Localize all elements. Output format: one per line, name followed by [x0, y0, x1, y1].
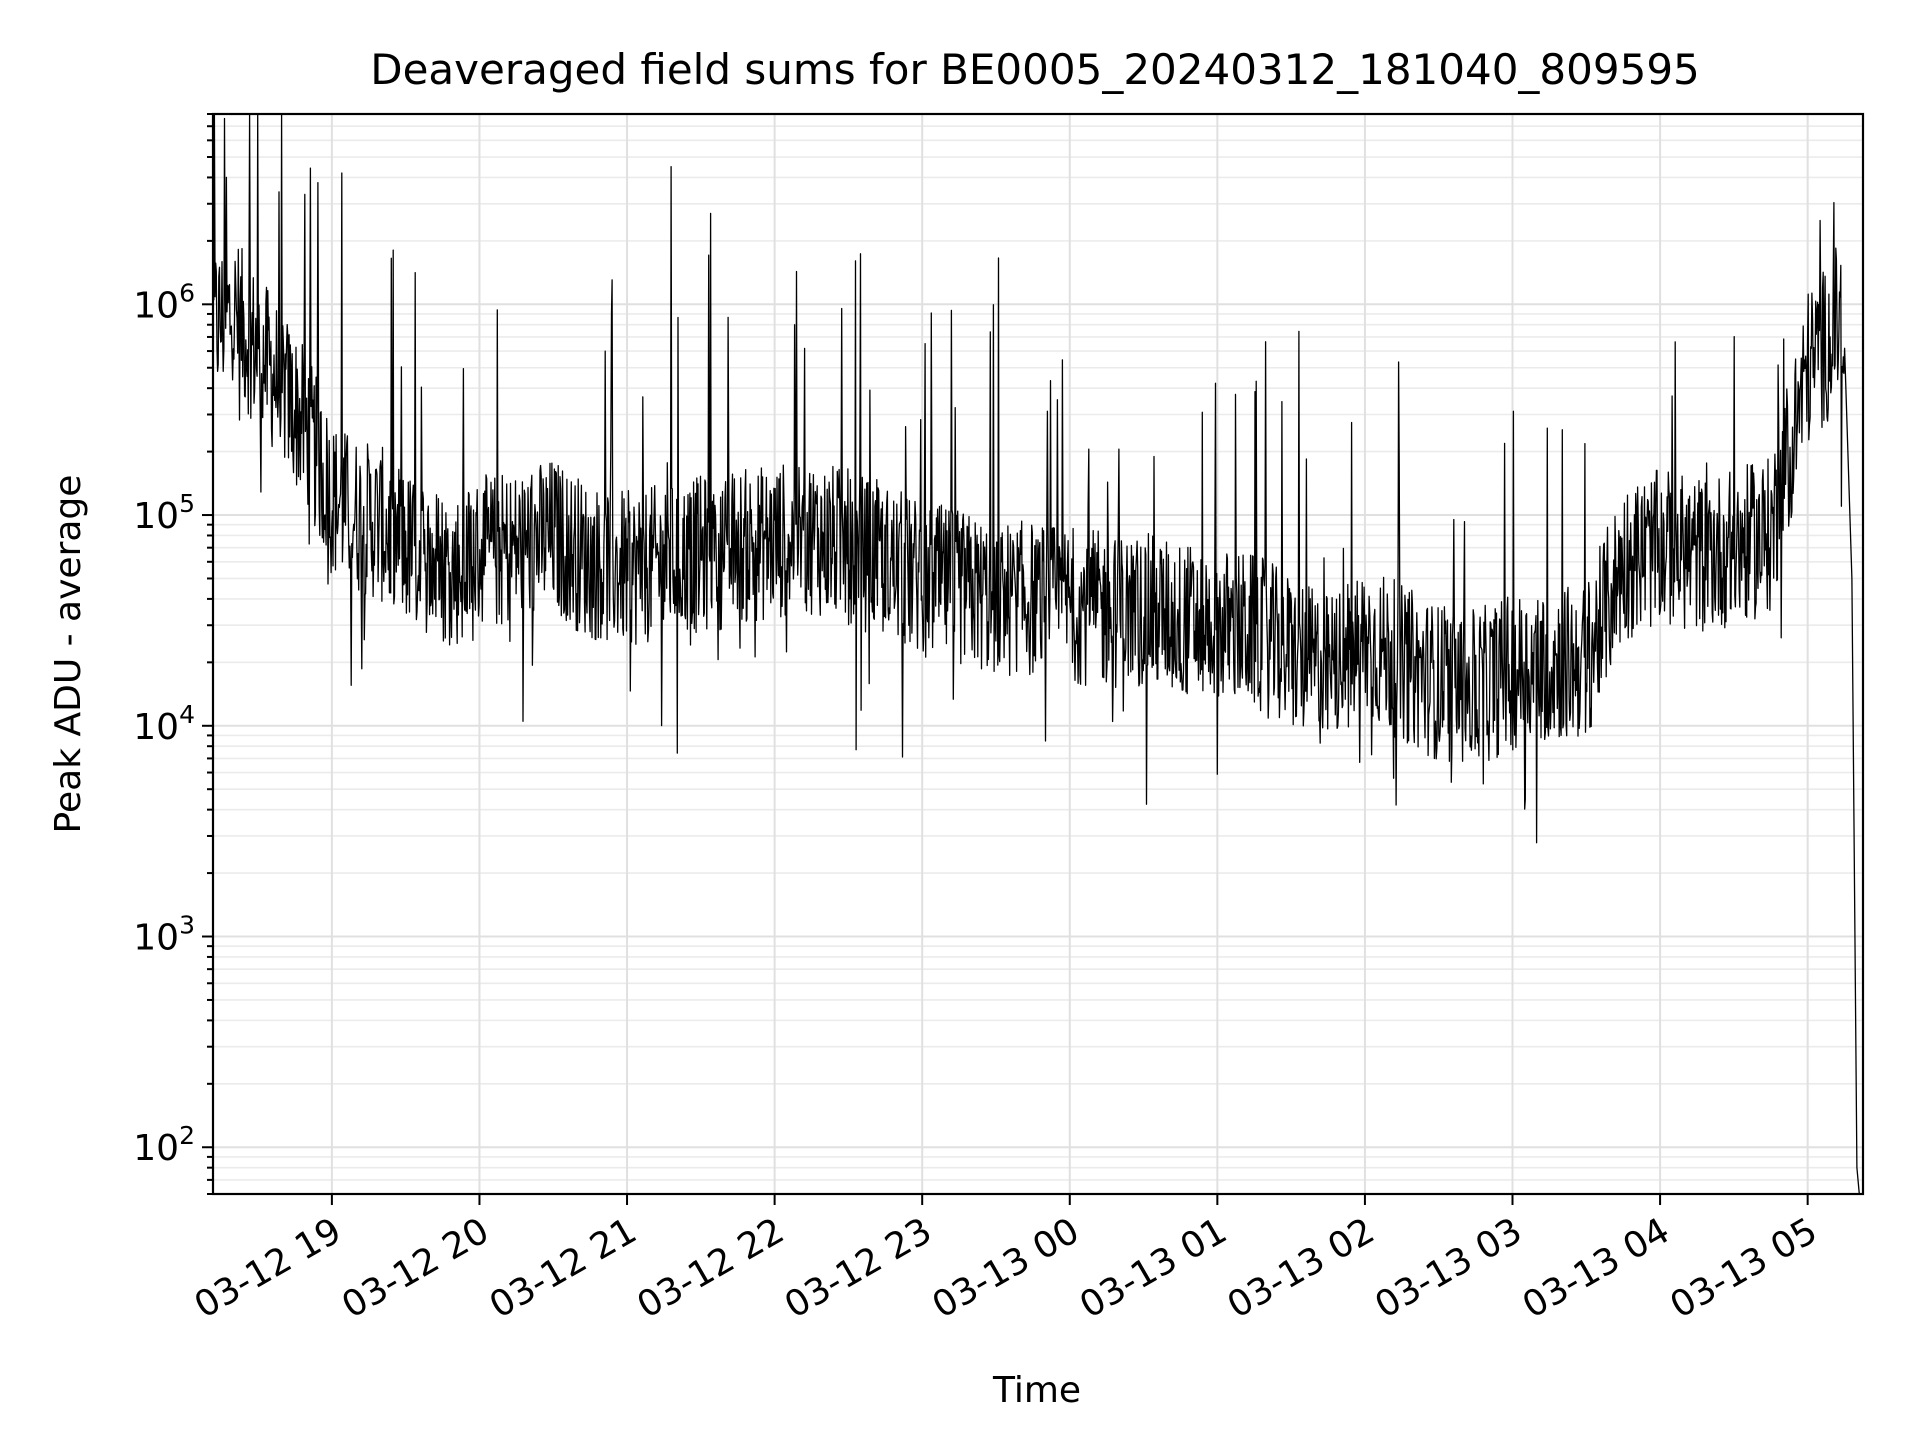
- series-line: [213, 113, 1860, 1195]
- y-axis-label: Peak ADU - average: [48, 475, 89, 834]
- x-tick-label: 03-12 20: [335, 1210, 496, 1326]
- x-tick-label: 03-12 22: [630, 1210, 791, 1326]
- y-tick-label: 104: [133, 700, 195, 748]
- y-tick-label: 103: [133, 911, 195, 959]
- minor-gridlines: [213, 113, 1863, 1195]
- x-tick-label: 03-13 04: [1516, 1210, 1677, 1326]
- plot-frame: [211, 112, 1865, 1196]
- major-gridlines: [213, 114, 1863, 1194]
- x-tick-label: 03-13 02: [1221, 1210, 1382, 1326]
- x-tick-label: 03-13 03: [1368, 1210, 1529, 1326]
- x-tick-label: 03-12 19: [188, 1210, 349, 1326]
- x-tick-label: 03-13 00: [926, 1210, 1087, 1326]
- chart-title: Deaveraged field sums for BE0005_2024031…: [370, 45, 1700, 94]
- y-axis: 102 103 104 105 106: [133, 113, 213, 1195]
- x-tick-label: 03-13 05: [1663, 1210, 1824, 1326]
- x-tick-label: 03-12 23: [778, 1210, 939, 1326]
- y-tick-label: 106: [133, 278, 195, 326]
- x-tick-label: 03-13 01: [1073, 1210, 1234, 1326]
- x-tick-label: 03-12 21: [483, 1210, 644, 1326]
- y-tick-label: 105: [133, 489, 195, 537]
- y-tick-label: 102: [133, 1121, 195, 1169]
- x-axis-label: Time: [992, 1370, 1081, 1411]
